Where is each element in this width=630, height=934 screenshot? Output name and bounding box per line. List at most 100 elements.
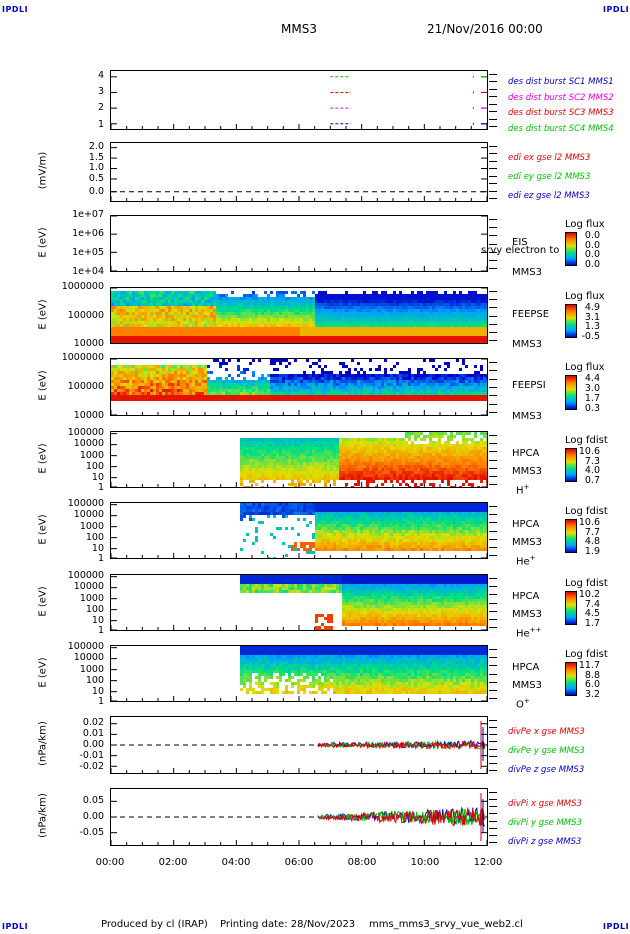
heatmap-cell xyxy=(438,321,441,324)
heatmap-cell xyxy=(456,300,459,303)
heatmap-cell xyxy=(456,441,459,444)
heatmap-cell xyxy=(474,309,477,312)
heatmap-cell xyxy=(333,392,336,395)
heatmap-cell xyxy=(222,321,225,324)
heatmap-cell xyxy=(411,471,414,474)
heatmap-cell xyxy=(186,330,189,333)
heatmap-cell xyxy=(414,336,417,339)
heatmap-cell xyxy=(429,330,432,333)
heatmap-cell xyxy=(129,303,132,306)
heatmap-cell xyxy=(279,374,282,377)
heatmap-cell xyxy=(150,333,153,336)
corner-label-top-right: IPDLI xyxy=(603,5,630,14)
heatmap-cell xyxy=(450,342,453,343)
heatmap-cell xyxy=(135,306,138,309)
heatmap-cell xyxy=(270,389,273,392)
heatmap-cell xyxy=(378,294,381,297)
heatmap-cell xyxy=(144,336,147,339)
heatmap-cell xyxy=(261,309,264,312)
heatmap-cell xyxy=(336,324,339,327)
plot-panel-3 xyxy=(110,215,488,272)
heatmap-cell xyxy=(351,438,354,441)
heatmap-cell xyxy=(429,300,432,303)
heatmap-cell xyxy=(282,474,285,477)
heatmap-cell xyxy=(186,315,189,318)
heatmap-cell xyxy=(186,383,189,386)
heatmap-cell xyxy=(309,312,312,315)
heatmap-cell xyxy=(321,471,324,474)
heatmap-cell xyxy=(420,483,423,486)
heatmap-cell xyxy=(342,333,345,336)
heatmap-cell xyxy=(417,459,420,462)
heatmap-cell xyxy=(330,374,333,377)
heatmap-cell xyxy=(333,480,336,483)
heatmap-cell xyxy=(363,321,366,324)
heatmap-cell xyxy=(237,395,240,398)
heatmap-cell xyxy=(363,453,366,456)
heatmap-cell xyxy=(246,312,249,315)
heatmap-cell xyxy=(288,450,291,453)
heatmap-cell xyxy=(390,303,393,306)
heatmap-cell xyxy=(414,377,417,380)
heatmap-cell xyxy=(459,336,462,339)
heatmap-cell xyxy=(372,297,375,300)
heatmap-cell xyxy=(402,380,405,383)
heatmap-cell xyxy=(447,330,450,333)
heatmap-cell xyxy=(477,377,480,380)
heatmap-cell xyxy=(174,309,177,312)
heatmap-cell xyxy=(483,395,486,398)
heatmap-cell xyxy=(252,456,255,459)
heatmap-cell xyxy=(480,383,483,386)
heatmap-cell xyxy=(369,395,372,398)
heatmap-cell xyxy=(222,336,225,339)
heatmap-cell xyxy=(309,315,312,318)
heatmap-cell xyxy=(300,398,303,401)
heatmap-cell xyxy=(222,342,225,343)
heatmap-cell xyxy=(366,456,369,459)
heatmap-cell xyxy=(147,318,150,321)
heatmap-cell xyxy=(318,339,321,342)
heatmap-cell xyxy=(201,300,204,303)
heatmap-cell xyxy=(300,392,303,395)
heatmap-cell xyxy=(456,386,459,389)
heatmap-cell xyxy=(237,300,240,303)
heatmap-cell xyxy=(276,474,279,477)
heatmap-cell xyxy=(345,312,348,315)
heatmap-cell xyxy=(444,377,447,380)
heatmap-cell xyxy=(366,462,369,465)
heatmap-cell xyxy=(351,386,354,389)
spacecraft-label-5: MMS3 xyxy=(512,411,542,422)
heatmap-cell xyxy=(393,365,396,368)
right-tick-bar xyxy=(489,340,497,341)
heatmap-cell xyxy=(123,365,126,368)
heatmap-cell xyxy=(147,386,150,389)
heatmap-cell xyxy=(123,303,126,306)
heatmap-cell xyxy=(363,374,366,377)
heatmap-cell xyxy=(180,336,183,339)
heatmap-cell xyxy=(306,465,309,468)
heatmap-cell xyxy=(159,309,162,312)
heatmap-cell xyxy=(162,315,165,318)
heatmap-cell xyxy=(159,315,162,318)
heatmap-cell xyxy=(393,453,396,456)
heatmap-cell xyxy=(315,333,318,336)
heatmap-cell xyxy=(300,483,303,486)
heatmap-cell xyxy=(213,324,216,327)
heatmap-cell xyxy=(333,477,336,480)
heatmap-cell xyxy=(327,441,330,444)
heatmap-cell xyxy=(174,330,177,333)
heatmap-cell xyxy=(297,330,300,333)
heatmap-cell xyxy=(273,389,276,392)
heatmap-cell xyxy=(363,333,366,336)
heatmap-cell xyxy=(222,303,225,306)
heatmap-cell xyxy=(171,374,174,377)
heatmap-cell xyxy=(258,386,261,389)
heatmap-cell xyxy=(438,318,441,321)
heatmap-cell xyxy=(453,462,456,465)
heatmap-cell xyxy=(252,336,255,339)
heatmap-cell xyxy=(216,336,219,339)
heatmap-cell xyxy=(141,297,144,300)
heatmap-cell xyxy=(426,395,429,398)
heatmap-cell xyxy=(192,380,195,383)
heatmap-cell xyxy=(444,380,447,383)
